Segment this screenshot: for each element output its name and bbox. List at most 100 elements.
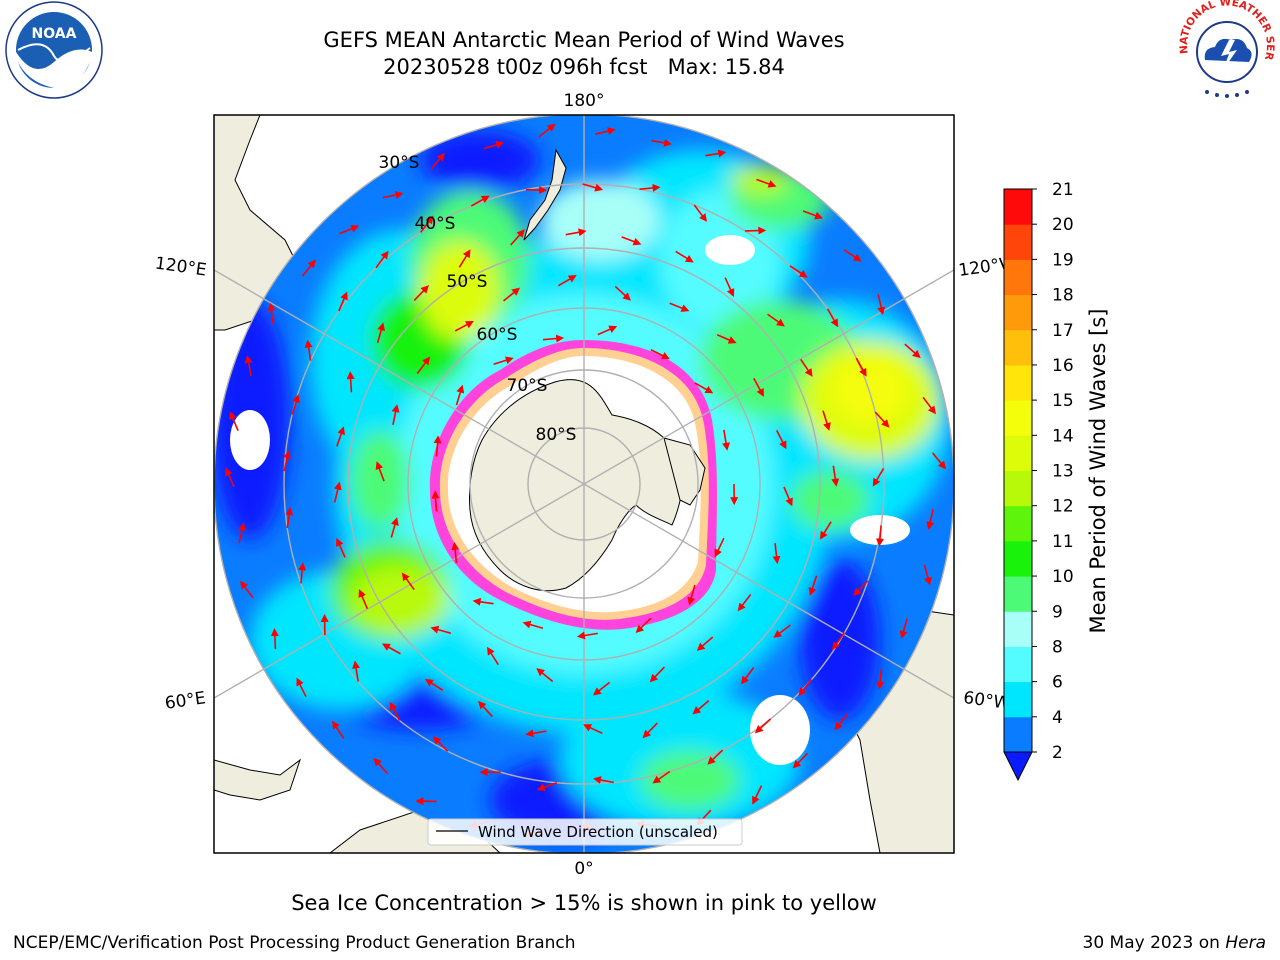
lat-label-70: 70°S: [507, 376, 548, 396]
wind-wave-arrow: [455, 384, 465, 406]
wind-wave-arrow: [904, 343, 921, 359]
wind-wave-arrow: [899, 618, 908, 639]
wind-wave-arrow: [339, 225, 360, 235]
colorbar-segment: [1004, 540, 1032, 577]
colorbar-tick-label: 18: [1052, 286, 1074, 306]
wind-wave-arrow: [542, 334, 565, 343]
wind-wave-arrow: [536, 668, 554, 683]
wind-wave-arrow: [831, 465, 840, 487]
lat-label-60: 60°S: [477, 325, 518, 345]
colorbar-segment: [1004, 329, 1032, 366]
colorbar-tick-label: 9: [1052, 602, 1063, 622]
wind-wave-arrow: [433, 435, 442, 457]
colorbar-label: Mean Period of Wind Waves [s]: [1086, 309, 1110, 634]
wind-wave-arrow: [754, 718, 772, 734]
wind-wave-arrow: [565, 228, 587, 237]
colorbar-segment: [1004, 224, 1032, 260]
figure-title: GEFS MEAN Antarctic Mean Period of Wind …: [323, 28, 845, 52]
new-zealand-landmass: [523, 148, 567, 241]
colorbar-segment: [1004, 189, 1032, 225]
wind-wave-arrow: [756, 178, 777, 188]
wind-wave-arrow: [238, 522, 246, 544]
wind-wave-arrow: [798, 678, 813, 697]
wind-wave-arrow: [694, 382, 714, 394]
wind-wave-arrow: [614, 285, 631, 301]
wind-wave-arrow: [792, 752, 809, 769]
map-legend: Wind Wave Direction (unscaled): [427, 818, 743, 846]
wind-wave-arrow: [767, 313, 785, 327]
wind-wave-arrow: [843, 249, 862, 262]
colorbar-segment: [1004, 716, 1032, 753]
wind-wave-arrow: [693, 204, 708, 222]
wind-wave-arrow: [876, 668, 885, 690]
lat-label-40: 40°S: [415, 214, 456, 234]
wind-wave-arrow: [373, 757, 389, 775]
footer-date-text: 30 May 2023 on: [1082, 933, 1226, 953]
wind-wave-arrow: [454, 320, 474, 332]
colorbar-segment: [1004, 400, 1032, 436]
wind-wave-arrow: [877, 294, 886, 316]
colorbar-tick-label: 11: [1052, 532, 1074, 552]
footer-date: 30 May 2023 on Hera: [1083, 933, 1267, 953]
wind-wave-arrow: [652, 770, 671, 784]
wind-wave-arrow: [669, 302, 690, 312]
wind-wave-arrow: [876, 525, 884, 547]
figure-subtitle: 20230528 t00z 096h fcst Max: 15.84: [383, 55, 785, 79]
wind-wave-arrows: [225, 123, 947, 838]
wind-wave-arrow: [783, 486, 793, 507]
legend-label: Wind Wave Direction (unscaled): [478, 823, 718, 841]
wind-wave-arrow: [536, 782, 558, 792]
wind-wave-arrow: [557, 275, 577, 287]
wind-wave-arrow: [819, 521, 832, 540]
wind-wave-arrow: [538, 123, 556, 138]
wind-wave-arrow: [639, 183, 661, 192]
wind-wave-arrow: [298, 562, 307, 584]
wind-wave-arrow: [834, 713, 849, 731]
wind-wave-arrow: [483, 140, 505, 150]
wind-wave-arrow: [874, 411, 890, 428]
wind-wave-arrow: [714, 537, 725, 558]
madagascar-landmass: [214, 758, 301, 801]
wind-wave-arrow: [832, 632, 846, 651]
wind-wave-arrow: [336, 537, 346, 558]
wind-wave-arrow: [696, 636, 714, 651]
lat-label-50: 50°S: [447, 272, 488, 292]
wind-wave-arrow: [802, 210, 823, 220]
wind-wave-arrow: [705, 149, 727, 158]
wind-wave-arrow: [470, 195, 490, 207]
colorbar-tick-label: 12: [1052, 497, 1074, 517]
wind-wave-arrow: [772, 543, 781, 565]
wind-wave-arrow: [707, 749, 724, 765]
wind-wave-arrow: [722, 429, 730, 451]
wind-wave-arrow: [753, 377, 764, 397]
wind-wave-arrow: [283, 450, 291, 472]
wind-wave-arrow: [826, 308, 839, 328]
wind-wave-arrow: [789, 265, 808, 278]
lon-label-top: 180°: [564, 91, 605, 111]
wind-wave-arrow: [592, 681, 611, 696]
wind-wave-arrow: [486, 646, 499, 666]
wind-wave-arrow: [401, 572, 415, 591]
wind-wave-arrow: [376, 322, 386, 344]
colorbar-segment: [1004, 576, 1032, 612]
wind-wave-arrow: [430, 152, 445, 170]
meridian-60e-120w: [214, 269, 954, 699]
wind-wave-arrow: [583, 724, 603, 735]
wind-wave-arrow: [923, 564, 932, 586]
wind-wave-arrow: [522, 620, 544, 630]
wind-wave-arrow: [229, 411, 239, 432]
wind-wave-arrow: [332, 720, 345, 739]
wind-wave-arrow: [301, 259, 316, 277]
wind-wave-arrow: [493, 356, 514, 366]
wind-wave-arrow: [593, 776, 614, 784]
wind-wave-arrow: [375, 461, 385, 482]
colorbar-segments: [1004, 189, 1032, 753]
colorbar-ticks: 2 4 6 8 9 10 11 12 13 14 15 16 17 18 19 20 21: [1032, 180, 1074, 763]
wind-wave-arrow: [336, 426, 345, 447]
wind-wave-arrow: [752, 785, 763, 805]
wind-wave-arrow: [649, 666, 666, 683]
colorbar-tick-label: 21: [1052, 180, 1074, 200]
wind-wave-arrow: [270, 628, 279, 650]
nws-logo: NATIONAL WEATHER SERVICE: [1176, 0, 1276, 98]
wind-wave-arrow: [773, 624, 791, 638]
